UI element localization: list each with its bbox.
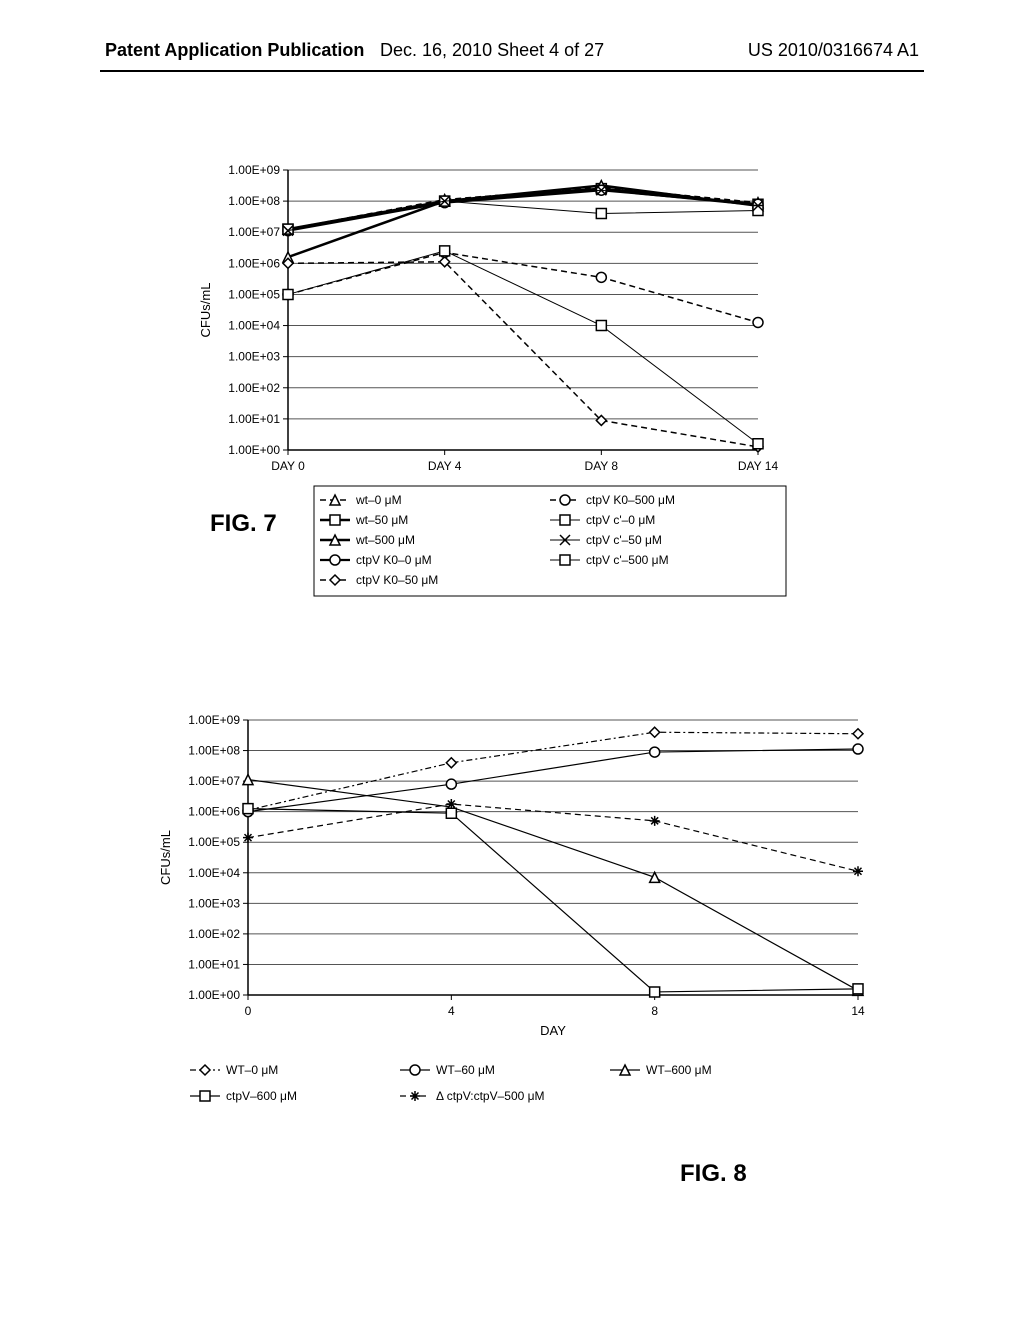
header-left: Patent Application Publication (105, 40, 364, 61)
header-center: Dec. 16, 2010 Sheet 4 of 27 (380, 40, 604, 61)
fig8-container: 1.00E+00 1.00E+01 1.00E+02 1.00E+03 1.00E+04… (130, 710, 910, 1170)
svg-text:1.00E+05: 1.00E+05 (188, 835, 240, 849)
fig7-label: FIG. 7 (210, 510, 277, 538)
svg-text:wt–500 μM: wt–500 μM (355, 533, 415, 547)
svg-text:0: 0 (245, 1004, 252, 1018)
fig8-label: FIG. 8 (680, 1160, 747, 1188)
svg-text:ctpV c'–500 μM: ctpV c'–500 μM (586, 553, 669, 567)
svg-text:WT–60 μM: WT–60 μM (436, 1063, 495, 1077)
svg-text:1.00E+09: 1.00E+09 (188, 713, 240, 727)
svg-text:1.00E+08: 1.00E+08 (228, 194, 280, 208)
svg-text:DAY 0: DAY 0 (271, 459, 305, 473)
svg-text:1.00E+02: 1.00E+02 (228, 381, 280, 395)
fig7-container: 1.00E+00 1.00E+01 1.00E+02 1.00E+03 1.00E+04… (170, 160, 870, 630)
svg-text:DAY: DAY (540, 1023, 566, 1038)
svg-text:WT–0 μM: WT–0 μM (226, 1063, 278, 1077)
svg-text:ctpV K0–0 μM: ctpV K0–0 μM (356, 553, 432, 567)
svg-text:wt–0 μM: wt–0 μM (355, 493, 402, 507)
svg-text:4: 4 (448, 1004, 455, 1018)
svg-text:1.00E+03: 1.00E+03 (228, 350, 280, 364)
svg-text:CFUs/mL: CFUs/mL (158, 830, 173, 885)
svg-text:ctpV c'–0 μM: ctpV c'–0 μM (586, 513, 655, 527)
svg-text:1.00E+04: 1.00E+04 (188, 866, 240, 880)
svg-text:DAY 14: DAY 14 (738, 459, 779, 473)
svg-text:1.00E+00: 1.00E+00 (228, 443, 280, 457)
fig7-chart: 1.00E+00 1.00E+01 1.00E+02 1.00E+03 1.00E+04… (170, 160, 870, 630)
svg-text:ctpV K0–50 μM: ctpV K0–50 μM (356, 573, 438, 587)
svg-text:1.00E+07: 1.00E+07 (228, 225, 280, 239)
header-right: US 2010/0316674 A1 (748, 40, 919, 61)
svg-text:ctpV c'–50 μM: ctpV c'–50 μM (586, 533, 662, 547)
svg-text:1.00E+05: 1.00E+05 (228, 287, 280, 301)
svg-text:1.00E+04: 1.00E+04 (228, 319, 280, 333)
page: Patent Application Publication Dec. 16, … (0, 0, 1024, 1320)
svg-text:1.00E+06: 1.00E+06 (188, 805, 240, 819)
svg-text:Δ ctpV:ctpV–500 μM: Δ ctpV:ctpV–500 μM (436, 1089, 545, 1103)
svg-text:DAY 4: DAY 4 (428, 459, 462, 473)
svg-text:WT–600 μM: WT–600 μM (646, 1063, 712, 1077)
svg-text:1.00E+02: 1.00E+02 (188, 927, 240, 941)
svg-text:ctpV–600 μM: ctpV–600 μM (226, 1089, 297, 1103)
svg-text:1.00E+08: 1.00E+08 (188, 744, 240, 758)
svg-text:1.00E+07: 1.00E+07 (188, 774, 240, 788)
svg-text:1.00E+09: 1.00E+09 (228, 163, 280, 177)
svg-text:14: 14 (851, 1004, 865, 1018)
svg-text:1.00E+01: 1.00E+01 (188, 957, 240, 971)
svg-text:1.00E+03: 1.00E+03 (188, 896, 240, 910)
svg-text:wt–50 μM: wt–50 μM (355, 513, 408, 527)
svg-text:1.00E+06: 1.00E+06 (228, 256, 280, 270)
svg-text:8: 8 (651, 1004, 658, 1018)
svg-text:DAY 8: DAY 8 (585, 459, 619, 473)
svg-text:1.00E+01: 1.00E+01 (228, 412, 280, 426)
svg-text:ctpV K0–500 μM: ctpV K0–500 μM (586, 493, 675, 507)
fig8-chart: 1.00E+00 1.00E+01 1.00E+02 1.00E+03 1.00E+04… (130, 710, 910, 1170)
svg-text:CFUs/mL: CFUs/mL (198, 283, 213, 338)
header-rule (100, 70, 924, 72)
svg-text:1.00E+00: 1.00E+00 (188, 988, 240, 1002)
